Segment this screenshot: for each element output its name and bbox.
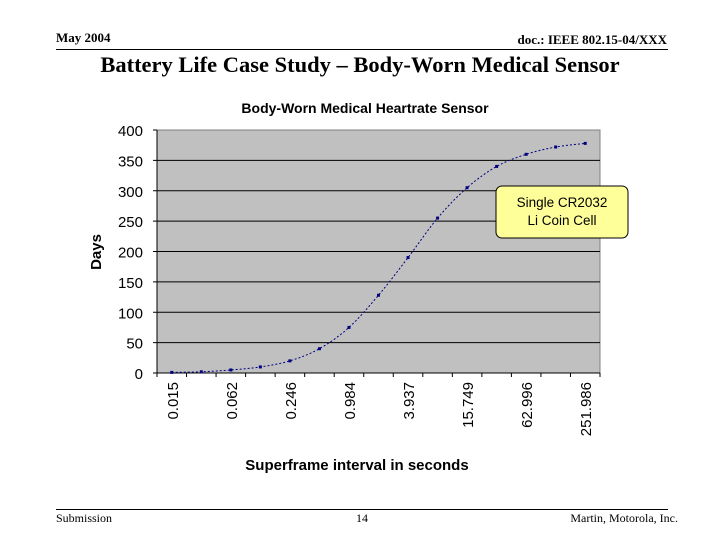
chart-title: Body-Worn Medical Heartrate Sensor: [241, 100, 489, 116]
data-point: [317, 347, 321, 351]
y-tick-label: 200: [118, 245, 143, 262]
y-tick-label: 150: [118, 275, 143, 292]
footer-submission: Submission: [56, 511, 113, 525]
data-point: [170, 370, 174, 374]
y-tick-label: 50: [126, 336, 143, 353]
data-point: [288, 359, 292, 363]
x-tick-label: 15.749: [460, 382, 477, 428]
gridlines: [157, 159, 600, 344]
x-axis-label: Superframe interval in seconds: [245, 457, 468, 474]
header-divider: [56, 49, 668, 50]
y-tick-label: 250: [118, 214, 143, 231]
x-tick-label: 0.246: [283, 382, 300, 420]
y-tick-label: 350: [118, 153, 143, 170]
slide-title: Battery Life Case Study – Body-Worn Medi…: [100, 52, 620, 77]
data-point: [436, 216, 440, 220]
page-number: 14: [356, 511, 368, 525]
data-point: [554, 145, 558, 149]
x-tick-label: 0.984: [342, 382, 359, 420]
y-tick-label: 100: [118, 305, 143, 322]
y-tick-label: 300: [118, 184, 143, 201]
y-tick-label: 0: [135, 366, 143, 383]
y-axis-ticks: 0 50 100 150 200 250 300 350 400: [118, 123, 600, 383]
annotation-box: [495, 185, 629, 239]
data-point: [495, 164, 499, 168]
annotation-line-2: Li Coin Cell: [527, 213, 596, 228]
x-tick-label: 3.937: [401, 382, 418, 420]
y-axis-label: Days: [88, 234, 105, 270]
data-point: [199, 370, 203, 374]
footer-divider: [56, 509, 668, 510]
data-point: [524, 152, 528, 156]
document-id: doc.: IEEE 802.15-04/XXX: [517, 32, 667, 47]
data-points: [170, 141, 587, 374]
x-tick-label: 0.015: [165, 382, 182, 420]
annotation-line-1: Single CR2032: [517, 195, 608, 210]
data-point: [583, 141, 587, 145]
data-point: [347, 325, 351, 329]
annotation-callout: Single CR2032 Li Coin Cell: [495, 185, 629, 239]
footer-author: Martin, Motorola, Inc.: [570, 511, 678, 525]
x-tick-label: 251.986: [578, 382, 595, 436]
slide-date: May 2004: [56, 30, 111, 45]
y-tick-label: 400: [118, 123, 143, 140]
data-point: [406, 256, 410, 260]
data-point: [377, 293, 380, 297]
data-point: [258, 365, 262, 369]
data-point: [465, 186, 469, 190]
x-tick-label: 62.996: [519, 382, 536, 428]
x-axis-ticks: 0.015 0.062 0.246 0.984 3.937 15.749 62.996 251…: [156, 373, 601, 436]
x-tick-label: 0.062: [224, 382, 241, 420]
data-point: [229, 368, 233, 372]
battery-life-chart: Body-Worn Medical Heartrate Sensor 0 50 10…: [88, 100, 629, 474]
